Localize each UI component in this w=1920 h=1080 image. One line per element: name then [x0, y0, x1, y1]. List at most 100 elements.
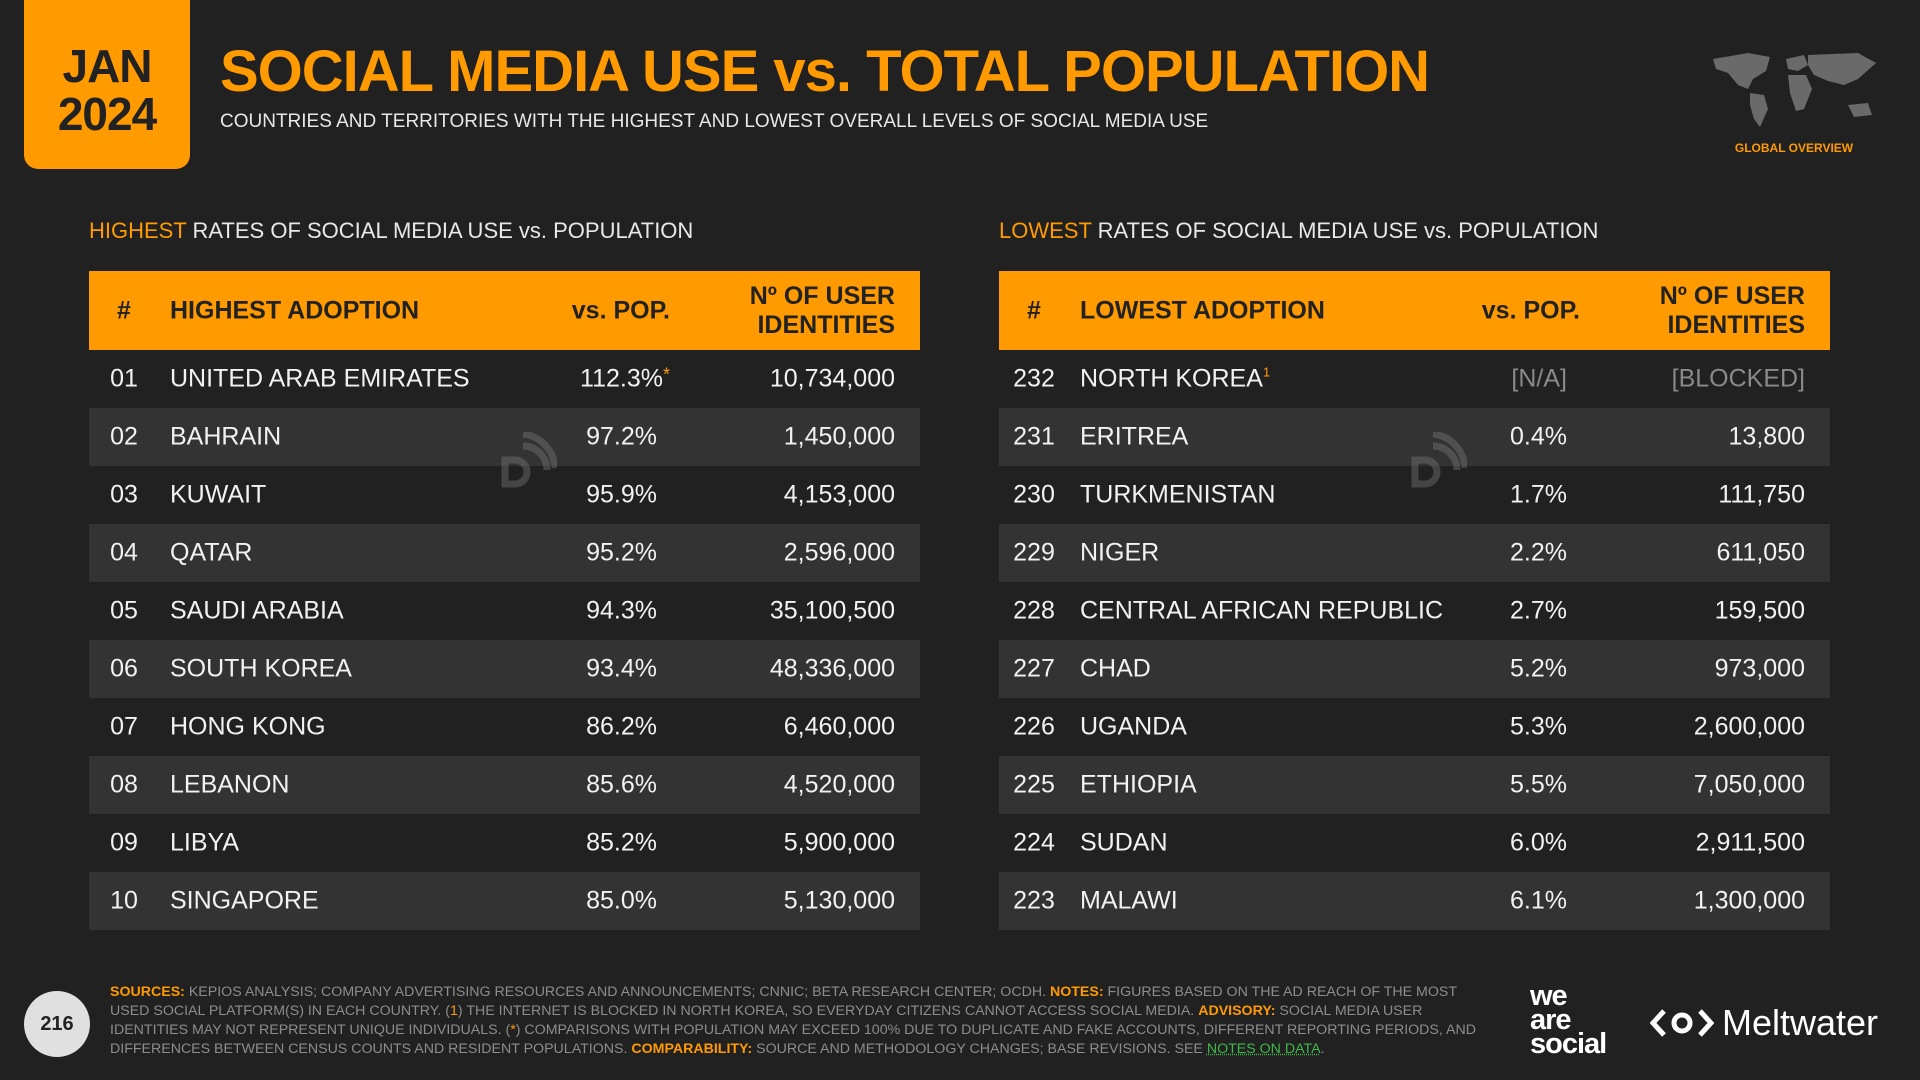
vs-pop: 95.9% — [586, 481, 657, 510]
comparability-label: COMPARABILITY: — [631, 1041, 753, 1057]
country-name: SOUTH KOREA — [170, 654, 352, 683]
table-row: 231 ERITREA 0.4% 13,800 — [999, 408, 1830, 466]
country-name: SUDAN — [1080, 828, 1168, 857]
rank: 05 — [110, 596, 138, 625]
vs-pop-value: 6.1% — [1510, 886, 1567, 915]
vs-pop-value: 6.0% — [1510, 828, 1567, 857]
user-identities: [BLOCKED] — [1671, 364, 1805, 393]
vs-pop-value: 5.5% — [1510, 770, 1567, 799]
rank: 229 — [1013, 538, 1055, 567]
user-identities: 111,750 — [1718, 480, 1805, 509]
user-identities: 4,153,000 — [783, 480, 895, 509]
country: MALAWI — [1080, 887, 1178, 916]
user-identities: 2,911,500 — [1695, 828, 1805, 857]
vs-pop: 0.4% — [1510, 423, 1567, 452]
table-row: 03 KUWAIT 95.9% 4,153,000 — [89, 466, 920, 524]
vs-pop-value: 85.2% — [586, 828, 657, 857]
col-rank: # — [117, 296, 131, 324]
rank: 02 — [110, 422, 138, 451]
country-name: TURKMENISTAN — [1080, 480, 1276, 509]
user-identities: 5,900,000 — [783, 828, 895, 857]
table-row: 07 HONG KONG 86.2% 6,460,000 — [89, 698, 920, 756]
country-name: NORTH KOREA — [1080, 364, 1263, 393]
table-row: 10 SINGAPORE 85.0% 5,130,000 — [89, 872, 920, 930]
sources-label: SOURCES: — [110, 984, 185, 1000]
table-row: 225 ETHIOPIA 5.5% 7,050,000 — [999, 756, 1830, 814]
country: CHAD — [1080, 655, 1151, 684]
country-name: CENTRAL AFRICAN REPUBLIC — [1080, 596, 1444, 625]
rank: 225 — [1013, 770, 1055, 799]
country: UGANDA — [1080, 713, 1187, 742]
country: KUWAIT — [170, 481, 266, 510]
country-name: ETHIOPIA — [1080, 770, 1197, 799]
user-identities: 1,300,000 — [1693, 886, 1805, 915]
heading-rest: RATES OF SOCIAL MEDIA USE vs. POPULATION — [1091, 218, 1599, 243]
table-row: 229 NIGER 2.2% 611,050 — [999, 524, 1830, 582]
table-row: 230 TURKMENISTAN 1.7% 111,750 — [999, 466, 1830, 524]
rank: 231 — [1013, 422, 1055, 451]
col-users: Nº OF USER IDENTITIES — [750, 282, 895, 340]
country: NORTH KOREA1 — [1080, 365, 1270, 394]
vs-pop: 6.1% — [1510, 887, 1567, 916]
country-name: HONG KONG — [170, 712, 326, 741]
highest-section-heading: HIGHEST RATES OF SOCIAL MEDIA USE vs. PO… — [89, 218, 693, 244]
vs-pop: 94.3% — [586, 597, 657, 626]
rank: 03 — [110, 480, 138, 509]
country: LEBANON — [170, 771, 289, 800]
table-row: 06 SOUTH KOREA 93.4% 48,336,000 — [89, 640, 920, 698]
country: UNITED ARAB EMIRATES — [170, 365, 470, 394]
vs-pop: 85.2% — [586, 829, 657, 858]
note-marker: 1 — [450, 1003, 458, 1019]
col-rank: # — [1027, 296, 1041, 324]
vs-pop-value: 95.2% — [586, 538, 657, 567]
rank: 232 — [1013, 364, 1055, 393]
user-identities: 13,800 — [1728, 422, 1805, 451]
country-name: BAHRAIN — [170, 422, 282, 451]
table-row: 228 CENTRAL AFRICAN REPUBLIC 2.7% 159,50… — [999, 582, 1830, 640]
country: ERITREA — [1080, 423, 1188, 452]
country-name: NIGER — [1080, 538, 1160, 567]
rank: 10 — [110, 886, 138, 915]
lowest-table: # LOWEST ADOPTION vs. POP. Nº OF USER IDE… — [999, 271, 1830, 930]
country: SUDAN — [1080, 829, 1168, 858]
logo-text: we — [1530, 980, 1568, 1012]
user-identities: 1,450,000 — [783, 422, 895, 451]
col-users-line: IDENTITIES — [757, 310, 895, 339]
advisory-text: ) COMPARISONS WITH POPULATION MAY EXCEED… — [110, 1022, 1476, 1057]
vs-pop-value: 94.3% — [586, 596, 657, 625]
vs-pop: 1.7% — [1510, 481, 1567, 510]
vs-pop-value: 5.2% — [1510, 654, 1567, 683]
user-identities: 2,600,000 — [1693, 712, 1805, 741]
page-subtitle: COUNTRIES AND TERRITORIES WITH THE HIGHE… — [220, 111, 1209, 132]
vs-pop-value: 85.0% — [586, 886, 657, 915]
logo-text: social — [1530, 1028, 1607, 1060]
table-header: # HIGHEST ADOPTION vs. POP. Nº OF USER ID… — [89, 271, 920, 350]
rank: 227 — [1013, 654, 1055, 683]
vs-pop-value: 95.9% — [586, 480, 657, 509]
notes-label: NOTES: — [1049, 984, 1104, 1000]
page-title: SOCIAL MEDIA USE vs. TOTAL POPULATION — [220, 39, 1430, 104]
footer-end: . — [1320, 1041, 1325, 1057]
table-row: 05 SAUDI ARABIA 94.3% 35,100,500 — [89, 582, 920, 640]
rank: 04 — [110, 538, 138, 567]
advisory-text: SOCIAL MEDIA USER IDENTITIES MAY NOT REP… — [110, 1003, 1423, 1038]
note-marker: * — [510, 1022, 516, 1038]
datareportal-watermark-icon — [501, 432, 557, 488]
month: JAN — [62, 40, 152, 92]
notes-on-data-link[interactable]: NOTES ON DATA — [1206, 1041, 1321, 1057]
table-row: 08 LEBANON 85.6% 4,520,000 — [89, 756, 920, 814]
vs-pop: 93.4% — [586, 655, 657, 684]
col-vs-pop: vs. POP. — [1481, 296, 1580, 324]
heading-rest: RATES OF SOCIAL MEDIA USE vs. POPULATION — [186, 218, 694, 243]
footnote-marker: * — [662, 364, 670, 385]
vs-pop: 6.0% — [1510, 829, 1567, 858]
country-name: SINGAPORE — [170, 886, 319, 915]
advisory-label: ADVISORY: — [1198, 1003, 1276, 1019]
table-header: # LOWEST ADOPTION vs. POP. Nº OF USER IDE… — [999, 271, 1830, 350]
vs-pop-value: [N/A] — [1511, 364, 1567, 393]
notes-text: FIGURES BASED ON THE AD REACH OF THE MOS… — [110, 984, 1457, 1019]
table-row: 226 UGANDA 5.3% 2,600,000 — [999, 698, 1830, 756]
table-row: 09 LIBYA 85.2% 5,900,000 — [89, 814, 920, 872]
meltwater-logo: Meltwater — [1650, 1002, 1878, 1044]
rank: 228 — [1013, 596, 1055, 625]
